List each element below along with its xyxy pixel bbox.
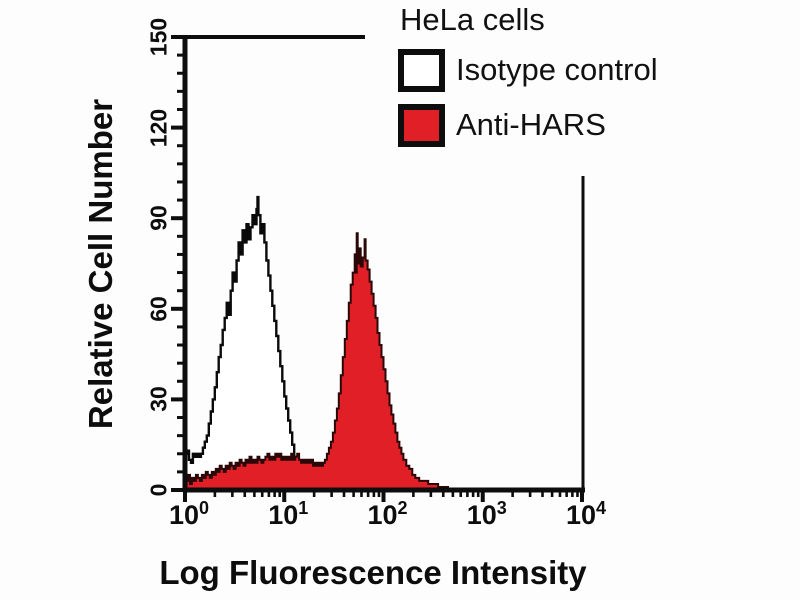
legend-label-isotype-control: Isotype control xyxy=(456,52,658,87)
histogram-isotype-control xyxy=(183,195,336,492)
y-tick-label: 30 xyxy=(145,386,172,413)
x-axis-label: Log Fluorescence Intensity xyxy=(159,554,587,591)
histogram-anti-hars xyxy=(184,232,449,491)
y-tick-label: 150 xyxy=(145,17,172,57)
x-tick-label: 102 xyxy=(367,498,408,530)
legend-label-anti-hars: Anti-HARS xyxy=(456,107,606,142)
legend-item-isotype-control: Isotype control xyxy=(398,48,658,92)
x-tick-label: 100 xyxy=(168,498,210,530)
x-tick-label: 104 xyxy=(565,498,607,530)
y-tick-label: 90 xyxy=(145,205,172,231)
y-axis-label: Relative Cell Number xyxy=(82,98,119,430)
y-tick-label: 60 xyxy=(145,296,172,322)
y-tick-label: 0 xyxy=(145,483,172,497)
isotype-control-swatch-icon xyxy=(398,48,445,92)
x-tick-label: 101 xyxy=(268,498,309,530)
legend-title: HeLa cells xyxy=(400,2,545,37)
anti-hars-swatch-icon xyxy=(398,103,445,147)
legend: HeLa cells Isotype control Anti-HARS xyxy=(398,2,658,158)
x-tick-label: 103 xyxy=(466,498,507,530)
legend-item-anti-hars: Anti-HARS xyxy=(398,103,658,147)
y-tick-label: 120 xyxy=(145,108,172,147)
